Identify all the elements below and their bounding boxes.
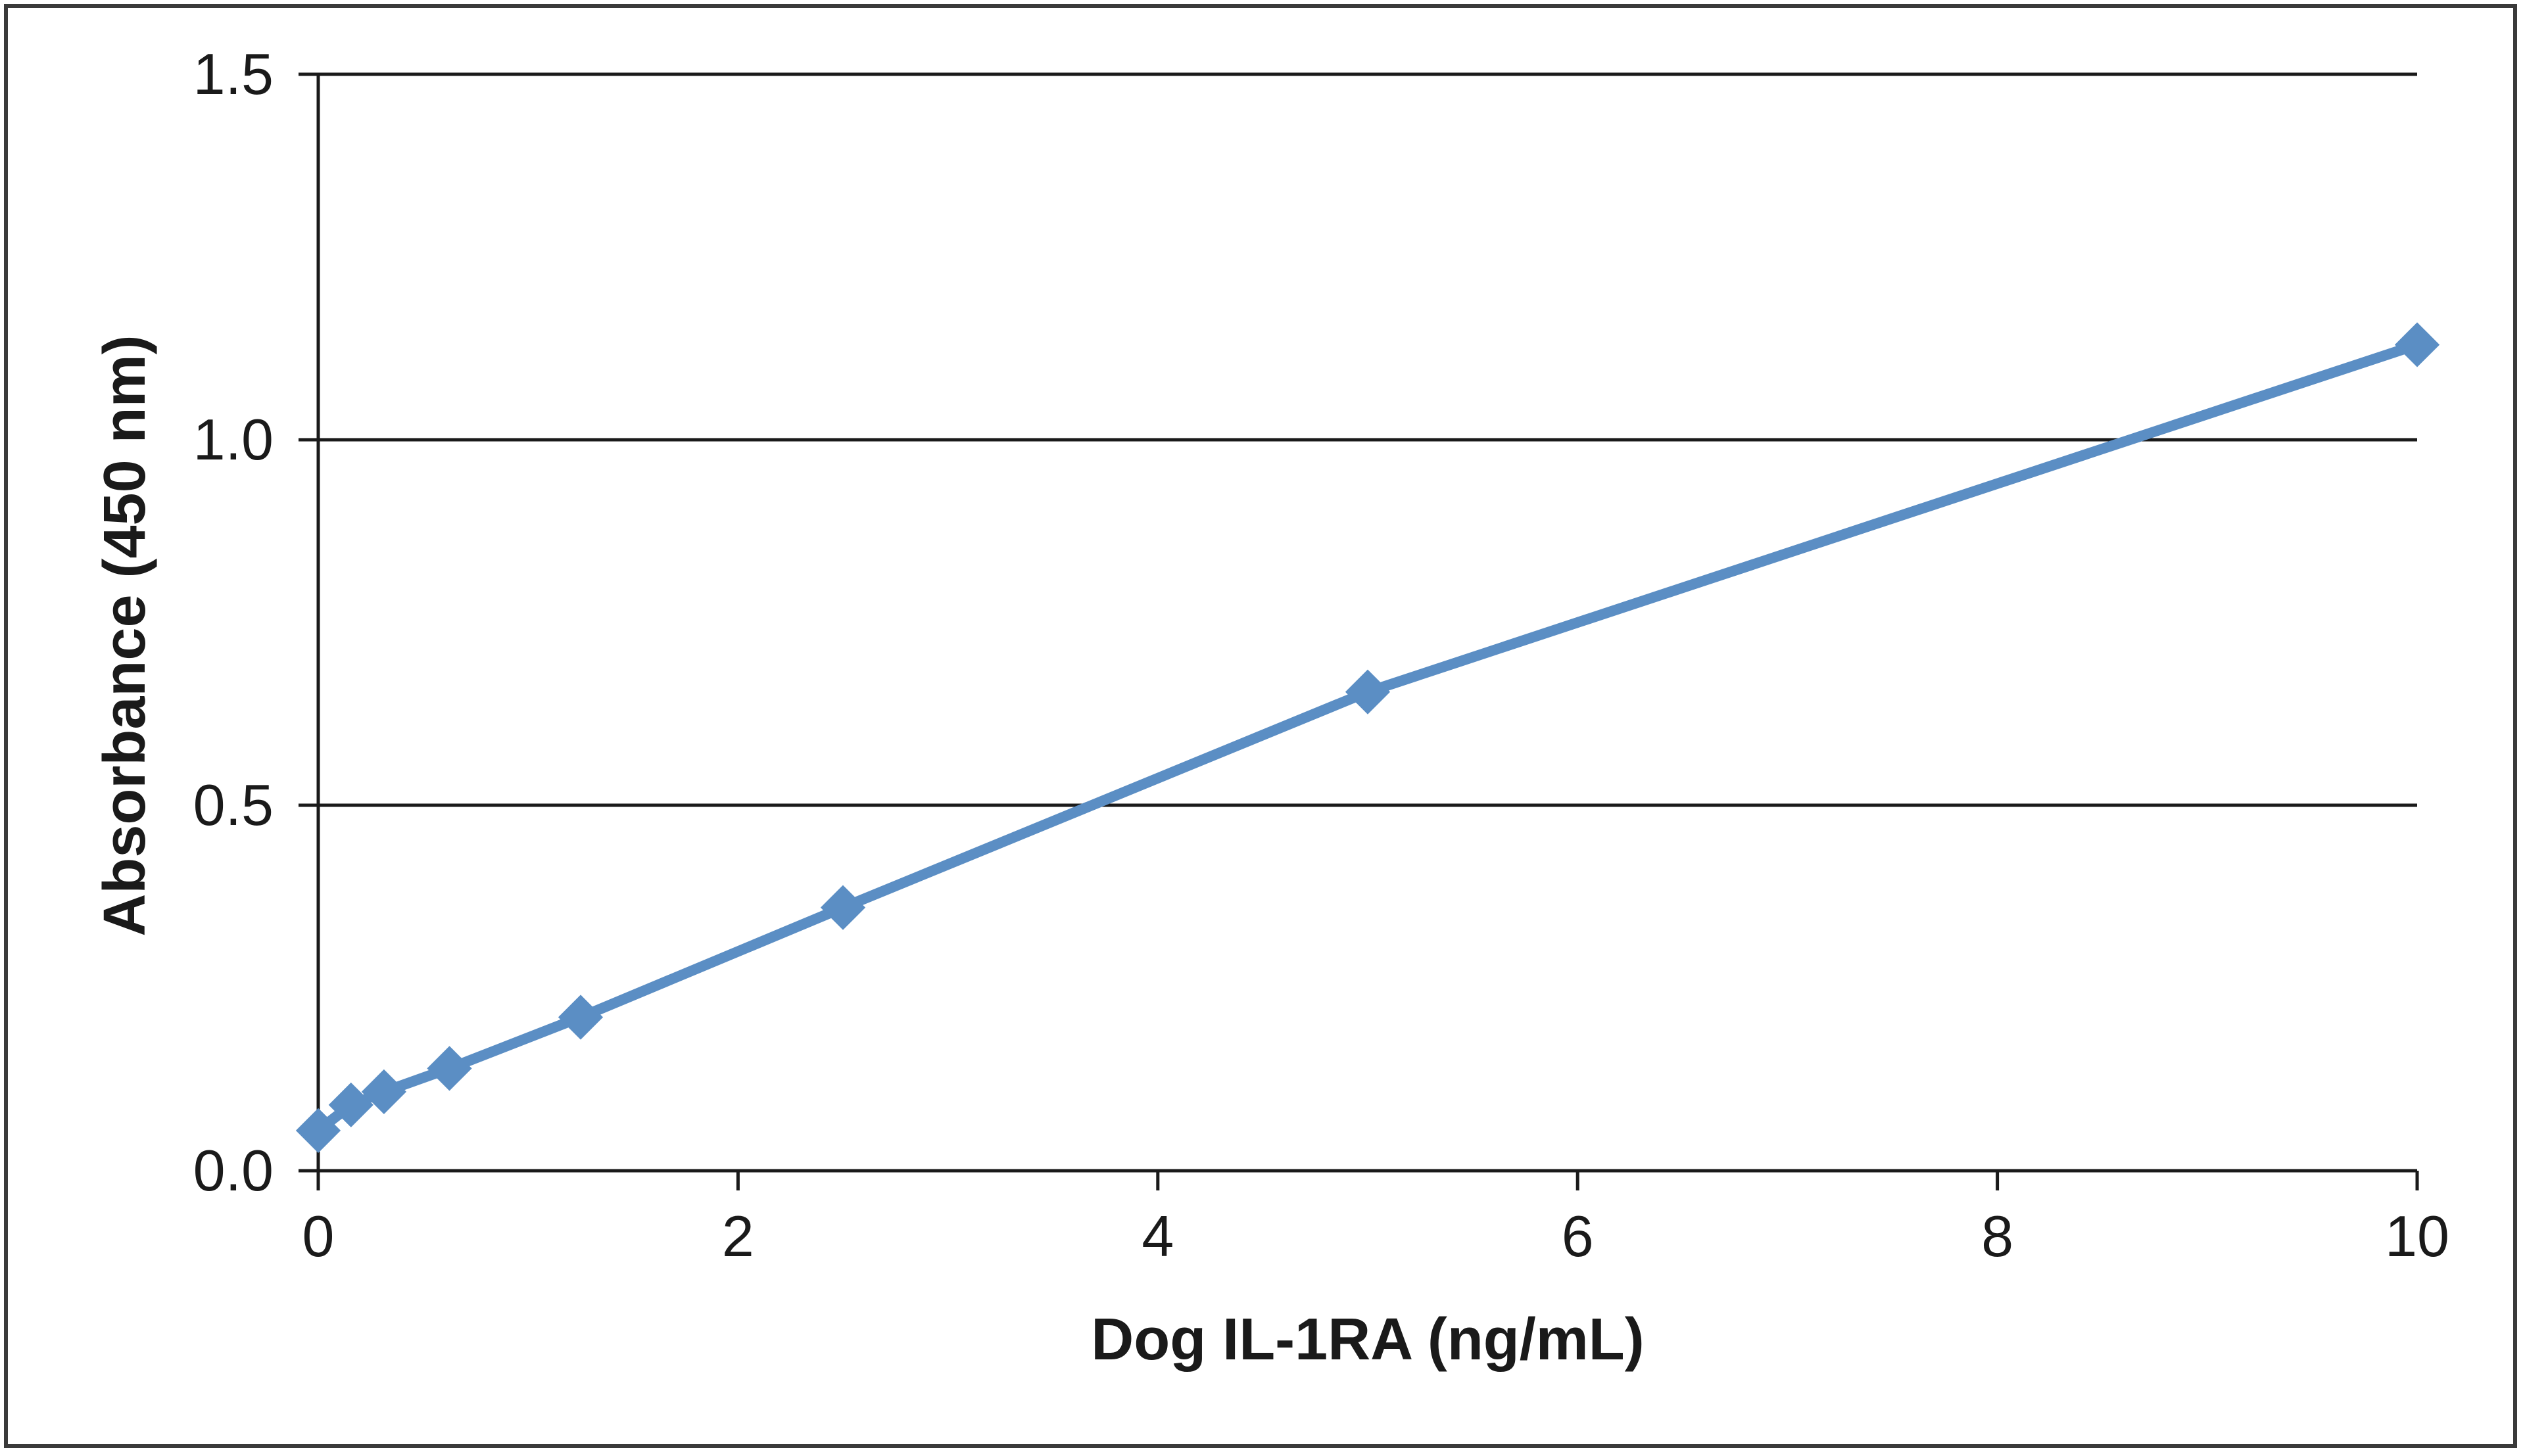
chart-frame	[4, 4, 2517, 1448]
x-tick-label: 8	[1981, 1204, 2013, 1269]
data-point-marker	[328, 1082, 373, 1128]
x-axis-title: Dog IL-1RA (ng/mL)	[1091, 1307, 1645, 1373]
y-tick-label: 1.0	[193, 407, 274, 472]
data-point-marker	[295, 1108, 341, 1153]
x-tick-label: 2	[722, 1204, 754, 1269]
tick-labels: 0.0 0.5 1.0 1.5 0 2 4 6 8 10	[193, 41, 2449, 1269]
data-point-marker	[558, 995, 604, 1040]
y-tick-label: 1.5	[193, 41, 274, 106]
data-point-marker	[427, 1046, 472, 1091]
x-tick-label: 10	[2385, 1204, 2449, 1269]
y-axis-title: Absorbance (450 nm)	[92, 335, 158, 936]
x-tick-label: 0	[302, 1204, 335, 1269]
series-line	[313, 339, 2422, 1136]
data-point-marker	[1345, 669, 1391, 715]
data-series	[295, 322, 2440, 1153]
y-tick-label: 0.5	[193, 772, 274, 837]
data-point-marker	[2394, 322, 2440, 367]
data-point-marker	[820, 885, 866, 930]
axes	[299, 72, 2419, 1190]
data-point-marker	[361, 1069, 407, 1115]
gridlines	[318, 72, 2417, 807]
x-tick-label: 6	[1562, 1204, 1594, 1269]
x-tick-label: 4	[1142, 1204, 1174, 1269]
y-tick-label: 0.0	[193, 1138, 274, 1203]
